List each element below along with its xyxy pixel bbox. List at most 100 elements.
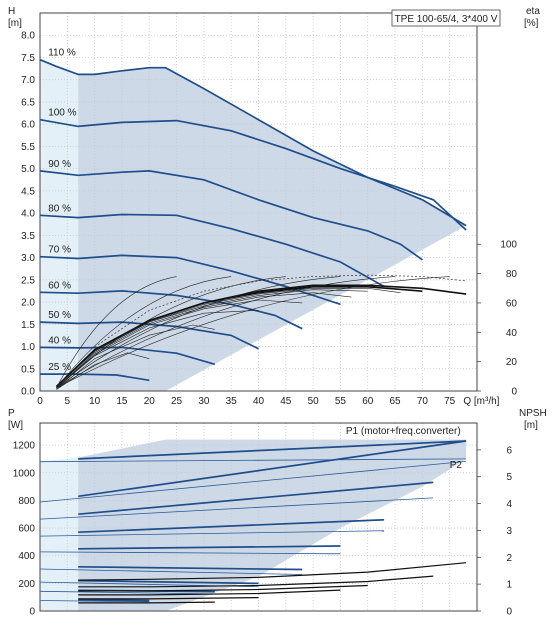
y-axis-unit: [m] [8,18,22,29]
y-tick-label: 7.0 [21,75,35,86]
npsh-curve [78,575,434,588]
y-axis-title: H [8,6,15,17]
y-tick-label: 6.5 [21,97,35,108]
y2-tick-label: 1 [506,580,512,591]
x-tick-label: 10 [89,396,101,407]
x-tick-label: 75 [444,396,456,407]
p2-curve [39,600,150,603]
x-tick-label: 40 [253,396,265,407]
x-tick-label: 55 [335,396,347,407]
y-tick-label: 0 [29,607,35,618]
x-tick-label: 50 [308,396,320,407]
y2-axis-title: eta [526,6,540,17]
head-curve-90 [39,170,423,261]
npsh-curve [78,589,341,596]
y2-tick-label: 4 [506,499,512,510]
npsh-curve [78,597,259,600]
x-tick-label: 0 [37,396,43,407]
p1-annotation: P1 (motor+freq.converter) [346,426,461,437]
min-flow-region [40,59,79,391]
y-tick-label: 8.0 [21,31,35,42]
p2-curve [39,590,215,595]
x-tick-label: 60 [362,396,374,407]
head-curve-100 [39,118,467,231]
speed-label: 90 % [48,159,71,170]
speed-label: 25 % [48,362,71,373]
npsh-curve [78,562,467,581]
x-tick-label: 20 [144,396,156,407]
speed-label: 110 % [48,48,76,59]
y2-tick-label: 0 [511,387,517,398]
x-tick-label: 30 [198,396,210,407]
y-tick-label: 0.5 [21,364,35,375]
y2-tick-label: 60 [506,298,518,309]
eta-fan-line [56,276,286,389]
y-tick-label: 5.0 [21,164,35,175]
y-tick-label: 200 [18,579,35,590]
y-tick-label: 2.0 [21,298,35,309]
eta-curve [56,310,259,389]
eta-curve [56,289,368,387]
eta-fan-line [56,276,341,389]
eta-fan-line [56,276,396,389]
x-tick-label: 15 [116,396,128,407]
x-tick-label: 70 [417,396,429,407]
head-curve-25 [40,373,150,382]
y-tick-label: 1200 [13,441,36,452]
y2-axis-unit: [m] [524,420,538,431]
head-chart: 0.0 0.5 1.0 1.5 2.0 2.5 3.0 3.5 4.0 4.5 5.0 5.5 6.0 6… [8,6,540,407]
y-tick-label: 3.0 [21,253,35,264]
chart-title: TPE 100-65/4, 3*400 V [395,14,498,25]
y-tick-label: 1.0 [21,342,35,353]
power-min-flow-region [40,457,79,611]
p1-curve [78,565,303,571]
y-tick-label: 2.5 [21,275,35,286]
x-axis-label: Q [m³/h] [463,396,499,407]
title-box [391,9,501,27]
power-chart: 0 200 400 600 800 1000 1200 0 1 2 3 4 5 6 P[W] NPSH[m] P… [8,408,547,618]
p1-curve-max [78,440,467,460]
p1-curve [78,545,341,550]
y-tick-label: 6.0 [21,120,35,131]
eta-curve [56,352,150,390]
head-curve-40 [39,346,216,366]
y2-tick-label: 20 [506,357,518,368]
y-tick-label: 5.5 [21,142,35,153]
y-tick-label: 3.5 [21,231,35,242]
y2-axis-unit: [%] [524,18,539,29]
eta-curve [56,292,352,389]
x-tick-label: 35 [226,396,238,407]
x-tick-label: 45 [280,396,292,407]
p1-curve [78,579,259,585]
y-tick-label: 1.5 [21,320,35,331]
p1-curve [78,599,150,602]
eta-fan-line [56,276,177,389]
y-tick-label: 1000 [13,468,36,479]
y-tick-label: 0.0 [21,387,35,398]
p1-curve [78,440,467,498]
speed-label: 40 % [48,335,71,346]
plot-frame [39,422,478,612]
y-tick-label: 4.0 [21,209,35,220]
y-tick-label: 4.5 [21,186,35,197]
eta-curve [55,286,423,388]
eta-fan-line [56,276,450,389]
y2-tick-label: 100 [500,240,517,251]
npsh-curve [78,601,215,604]
p2-curve [39,497,434,520]
x-tick-label: 5 [65,396,71,407]
p2-curve-max [39,458,467,463]
y2-tick-label: 80 [506,269,518,280]
y2-tick-label: 40 [506,328,518,339]
speed-label: 50 % [48,310,71,321]
head-curve-70 [39,254,341,306]
y2-axis-title: NPSH [519,408,547,419]
y2-tick-label: 2 [506,553,512,564]
speed-label: 100 % [48,108,76,119]
p2-annotation: P2 [450,460,463,471]
p1-curve [78,481,434,516]
head-curve-60 [39,290,303,330]
p1-curve [78,518,385,534]
